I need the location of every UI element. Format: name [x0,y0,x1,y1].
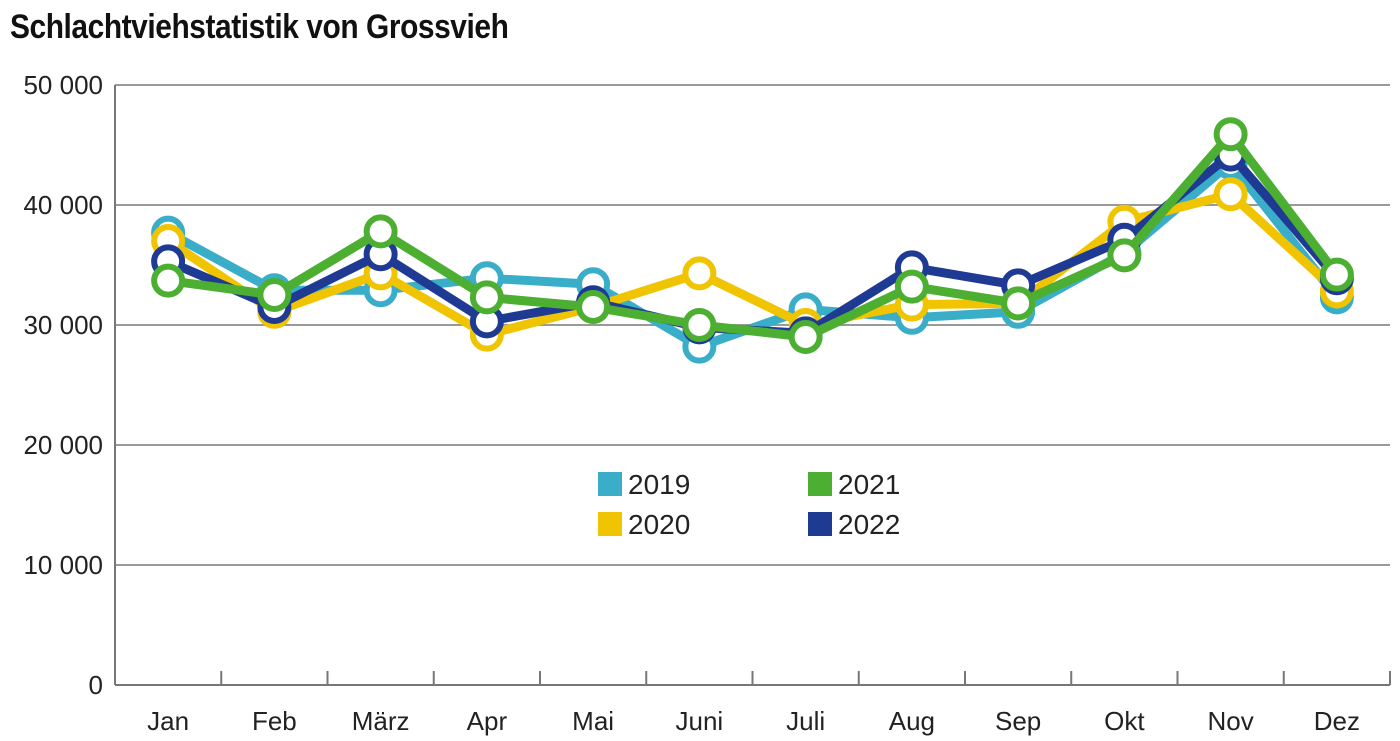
data-point-2021 [469,280,504,315]
y-tick-label: 50 000 [23,70,103,100]
data-point-2020 [1213,177,1248,212]
series-line-2022 [166,150,1341,338]
series-line-2021 [167,129,1341,342]
series-line-2020 [165,189,1340,340]
data-point-2021 [576,290,611,324]
x-tick-label: Nov [1208,706,1254,736]
x-tick-label: Mai [572,706,614,736]
x-tick-label: März [352,706,410,736]
x-tick-label: Aug [889,706,935,736]
data-point-2021 [1213,117,1248,152]
legend-swatch-2020 [598,512,622,536]
data-point-2021 [151,263,186,298]
data-point-2020 [682,256,717,291]
data-point-2021 [257,278,292,312]
legend-label-2020: 2020 [628,509,690,540]
x-tick-label: Jan [147,706,189,736]
x-tick-label: Juli [786,706,825,736]
x-tick-label: Feb [252,706,297,736]
x-tick-label: Okt [1104,706,1145,736]
x-tick-label: Apr [467,706,508,736]
data-point-2021 [1107,238,1142,273]
x-tick-label: Sep [995,706,1041,736]
y-tick-label: 20 000 [23,430,103,460]
legend-label-2021: 2021 [838,469,900,500]
x-tick-label: Dez [1314,706,1360,736]
legend-label-2019: 2019 [628,469,690,500]
legend-swatch-2019 [598,472,622,496]
legend-label-2022: 2022 [838,509,900,540]
data-point-2021 [1319,257,1354,292]
data-point-2021 [682,308,717,342]
chart-title: Schlachtviehstatistik von Grossvieh [10,8,509,46]
y-tick-label: 30 000 [23,310,103,340]
data-point-2021 [363,214,398,249]
y-tick-label: 10 000 [23,550,103,580]
y-tick-label: 40 000 [23,190,103,220]
y-tick-label: 0 [89,670,103,700]
data-point-2021 [1001,286,1036,321]
legend-swatch-2022 [808,512,832,536]
data-point-2021 [788,320,823,354]
legend-swatch-2021 [808,472,832,496]
x-tick-label: Juni [676,706,724,736]
data-point-2021 [894,269,929,304]
